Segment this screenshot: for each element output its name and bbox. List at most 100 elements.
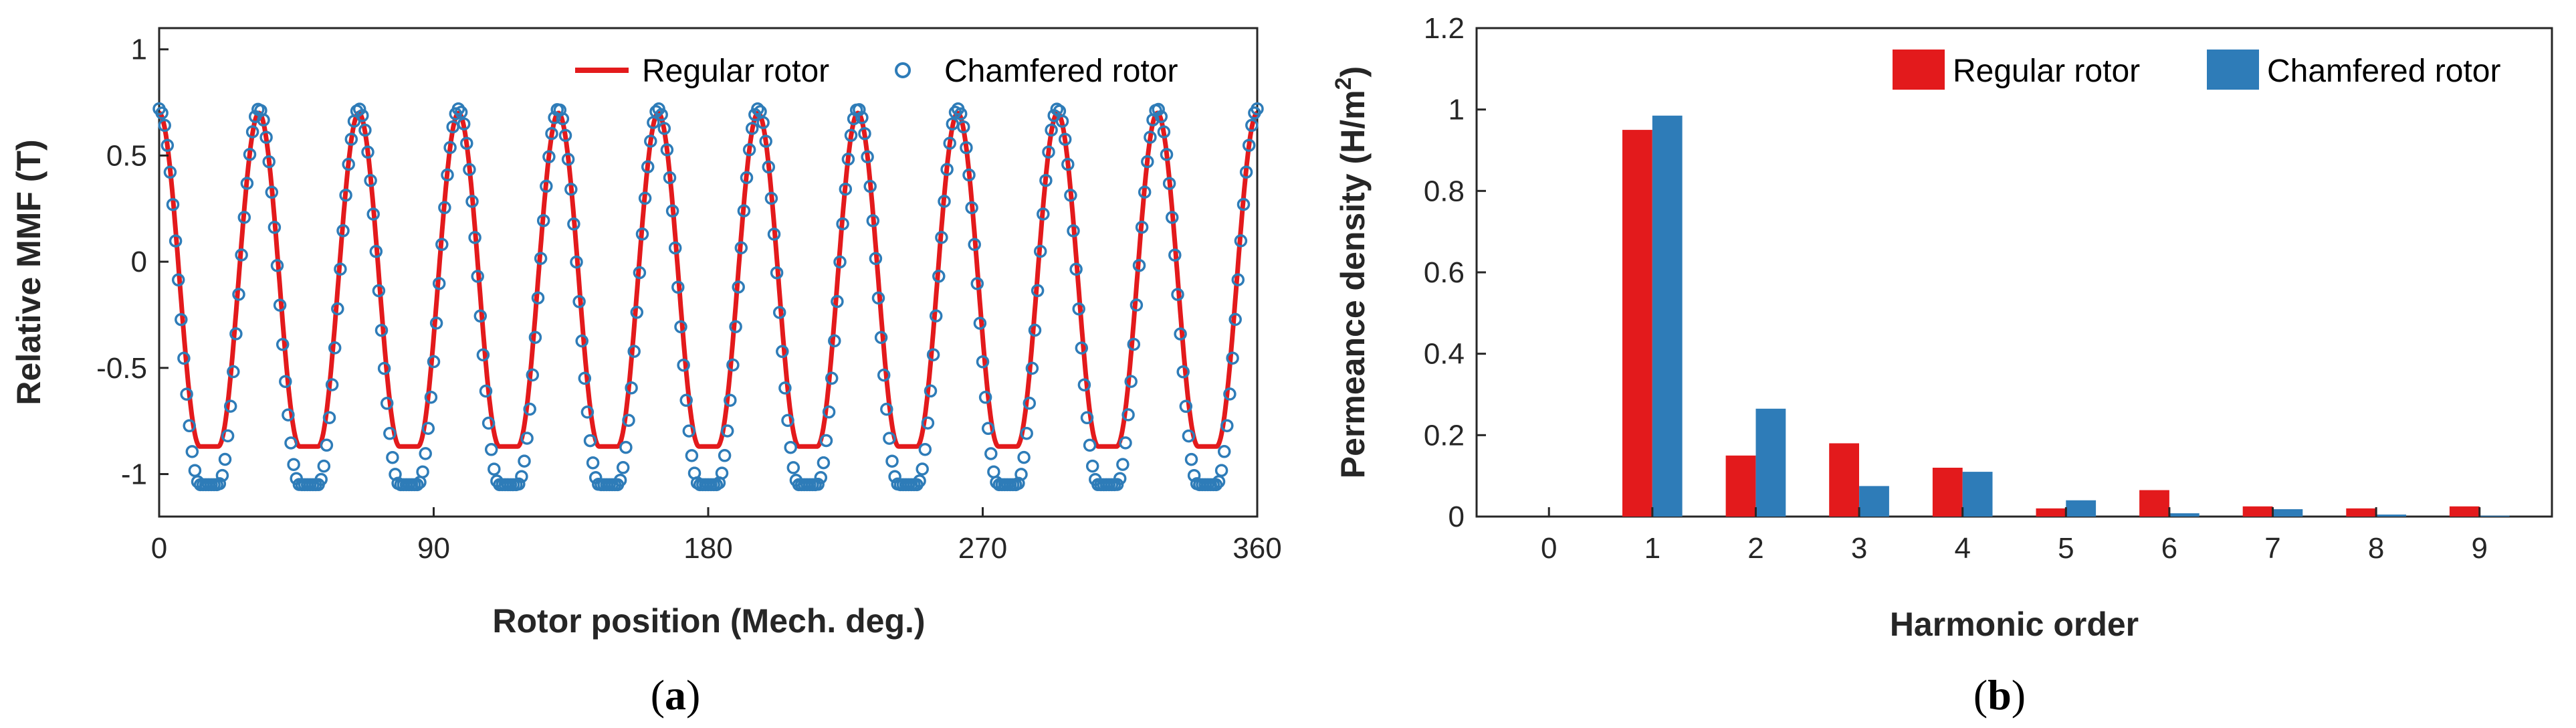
chamfered-rotor-point [638,191,652,205]
panel-a-x-tick-label: 90 [417,532,450,565]
panel-b-caption-letter: b [1988,671,2012,719]
chamfered-rotor-point [916,462,929,476]
chamfered-rotor-point [1025,361,1039,375]
chamfered-rotor-point [627,345,641,358]
chamfered-rotor-point [1182,429,1196,443]
chamfered-rotor-point [622,414,635,427]
chamfered-rotor-point [488,462,501,476]
panel-a-x-tick-label: 0 [151,532,167,565]
chamfered-rotor-point [364,174,377,187]
chamfered-rotor-point [334,262,347,276]
chamfered-rotor-point [441,168,454,182]
chamfered-rotor-point [677,358,690,372]
chamfered-rotor-point [515,470,528,483]
chamfered-rotor-point [1064,189,1077,202]
panel-b-x-tick-label: 1 [1644,532,1660,565]
chamfered-rotor-point [583,434,597,448]
chamfered-rotor-point [742,143,756,157]
chamfered-rotor-point [243,148,257,161]
chamfered-rotor-point [1031,284,1045,298]
chamfered-rotor-point [613,473,627,487]
chamfered-rotor-point [421,422,435,435]
chamfered-rotor-point [660,143,674,157]
series-chamfered-rotor-bars [1652,115,2510,517]
chamfered-rotor-point [540,179,553,193]
bar-regular-rotor-9 [2449,506,2480,517]
chamfered-rotor-point [473,309,488,323]
chamfered-rotor-point [432,276,446,290]
chamfered-rotor-point [968,238,981,252]
chamfered-rotor-point [267,221,282,234]
chamfered-rotor-point [1135,220,1149,234]
series-chamfered-rotor-markers [152,102,1264,492]
chamfered-rotor-point [822,405,836,419]
chamfered-rotor-point [1144,130,1157,144]
chamfered-rotor-point [578,371,592,385]
chamfered-rotor-point [825,371,839,385]
chamfered-rotor-point [756,116,770,129]
chamfered-rotor-point [1251,102,1264,116]
chamfered-rotor-point [616,461,630,474]
chamfered-rotor-point [416,465,429,478]
chamfered-rotor-point [183,419,196,433]
chamfered-rotor-point [1171,288,1184,301]
chamfered-rotor-point [883,432,896,445]
chamfered-rotor-point [520,432,534,445]
chamfered-rotor-point [1014,468,1028,481]
chamfered-rotor-point [476,348,490,362]
chamfered-rotor-point [240,177,254,190]
chamfered-rotor-point [1223,387,1237,401]
panel-b-x-tick-label: 6 [2161,532,2177,565]
panel-b-y-axis: 0 0.2 0.4 0.6 0.8 1 1.2 [1424,12,1486,533]
chamfered-rotor-point [419,447,432,460]
panel-a-caption-letter: a [665,671,686,719]
panel-a-y-tick-label: 1 [131,33,147,66]
chamfered-rotor-point [411,478,424,492]
panel-b-legend: Regular rotor Chamfered rotor [1887,37,2547,102]
chamfered-rotor-point [1234,234,1248,248]
panel-b-y-tick-label: 0.8 [1424,175,1465,207]
chamfered-rotor-point [377,361,391,375]
chamfered-rotor-point [361,145,374,159]
chamfered-rotor-point [817,456,831,470]
panel-b-caption-close: ) [2012,671,2026,719]
chamfered-rotor-point [468,231,481,244]
chamfered-rotor-point [523,402,536,416]
chamfered-rotor-point [1228,312,1242,327]
chamfered-rotor-point [784,440,797,454]
chamfered-rotor-point [841,153,855,166]
chamfered-rotor-point [429,316,443,330]
chamfered-rotor-point [720,424,734,438]
chamfered-rotor-point [320,438,334,452]
chamfered-rotor-point [663,171,677,185]
chamfered-rotor-point [342,157,355,171]
chamfered-rotor-point [1184,452,1198,466]
chamfered-rotor-point [221,429,235,443]
panel-b-y-axis-title-main: Permeance density (H/m [1334,90,1372,478]
chamfered-rotor-point [344,132,358,146]
chamfered-rotor-point [457,117,471,130]
chamfered-rotor-point [155,106,169,120]
chamfered-rotor-point [567,217,580,231]
chamfered-rotor-point [245,125,259,139]
chamfered-rotor-point [237,211,251,224]
chamfered-rotor-point [929,309,943,323]
chamfered-rotor-point [984,447,998,460]
legend-b-chamfered-rotor-label: Chamfered rotor [2267,54,2500,89]
chamfered-rotor-point [682,424,696,438]
chamfered-rotor-point [328,341,342,355]
chamfered-rotor-point [235,248,248,262]
chamfered-rotor-point [229,327,243,341]
chamfered-rotor-point [655,108,668,122]
chamfered-rotor-point [786,461,800,474]
chamfered-rotor-point [1132,258,1146,272]
chamfered-rotor-point [435,238,449,252]
chamfered-rotor-point [981,422,995,436]
chamfered-rotor-point [866,214,880,227]
legend-b-regular-rotor-label: Regular rotor [1953,54,2140,89]
panel-a-y-tick-label: -0.5 [96,352,147,385]
chamfered-rotor-point [1217,445,1231,458]
chamfered-rotor-point [232,288,245,301]
chamfered-rotor-point [938,195,951,208]
